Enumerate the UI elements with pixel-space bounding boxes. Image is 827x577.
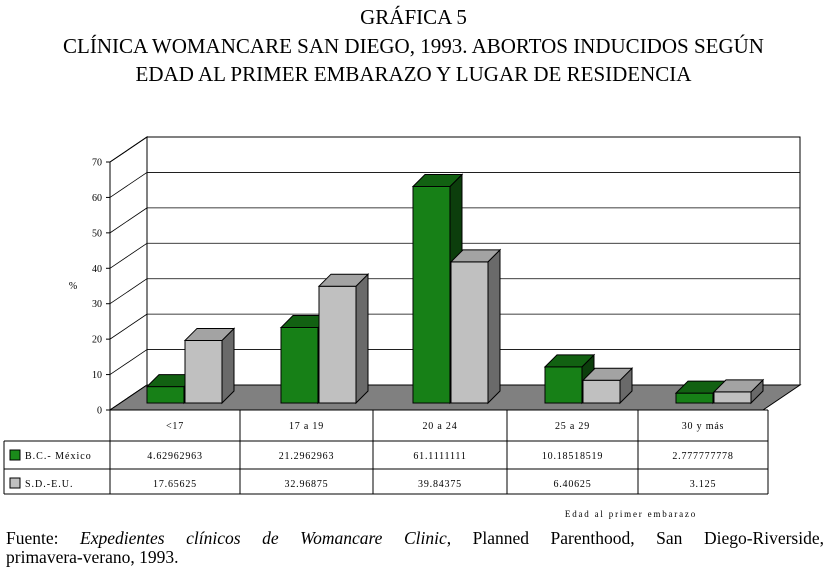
- chart-number-title: GRÁFICA 5: [360, 5, 467, 29]
- bar-sd-eu-front: [184, 339, 223, 404]
- bar-sd-eu-front: [450, 261, 489, 404]
- y-tick-label: 70: [92, 158, 102, 169]
- source-prefix: Fuente:: [6, 528, 81, 548]
- data-label: 6.40625: [553, 479, 591, 490]
- gridline-side: [109, 313, 148, 340]
- y-tick-label: 60: [92, 193, 102, 204]
- bar-sd-eu-side: [487, 248, 501, 405]
- bar-sd-eu: [712, 378, 765, 405]
- side-wall: [109, 136, 148, 411]
- source-note: Fuente: Expedientes clínicos de Womancar…: [6, 529, 824, 567]
- data-label: 32.96875: [285, 479, 329, 490]
- bar-sd-eu: [449, 248, 502, 405]
- bar-sd-eu: [183, 327, 236, 405]
- bar-bc-mexico-front: [280, 327, 319, 404]
- gridline-side: [109, 278, 148, 305]
- data-label: 4.62962963: [147, 451, 203, 462]
- y-tick-label: 50: [92, 228, 102, 239]
- source-rest: , Planned Parenthood, San Diego-Riversid…: [446, 528, 824, 548]
- bar-sd-eu-top: [712, 379, 765, 393]
- bar-sd-eu: [317, 272, 370, 405]
- data-label: 2.777777778: [672, 451, 733, 462]
- legend-label: S.D.-E.U.: [25, 479, 73, 490]
- source-title: Expedientes clínicos de Womancare Clinic: [80, 528, 447, 548]
- bar-sd-eu-top: [581, 367, 634, 381]
- y-tick-label: 40: [92, 264, 102, 275]
- legend-swatch: [9, 449, 21, 461]
- y-tick-label: 10: [92, 370, 102, 381]
- y-axis-label: %: [69, 281, 77, 292]
- bar-sd-eu-front: [713, 391, 752, 404]
- bar-bc-mexico-front: [146, 386, 185, 404]
- data-label: 21.2962963: [279, 451, 335, 462]
- chart-title-line-1: CLÍNICA WOMANCARE SAN DIEGO, 1993. ABORT…: [63, 34, 764, 58]
- bar-sd-eu-top: [449, 249, 502, 263]
- data-label: 3.125: [690, 479, 717, 490]
- bar-bc-mexico-top: [543, 354, 596, 368]
- data-label: 61.1111111: [413, 451, 466, 462]
- data-label: 39.84375: [418, 479, 462, 490]
- legend-label: B.C.- México: [25, 451, 92, 462]
- y-tick-label: 0: [97, 406, 102, 417]
- bar-bc-mexico-top: [411, 173, 464, 187]
- bar-bc-mexico-front: [675, 392, 714, 404]
- x-tick-label: <17: [166, 421, 184, 432]
- bar-bc-mexico: [674, 379, 727, 405]
- data-label: 10.18518519: [542, 451, 603, 462]
- y-tick-label: 20: [92, 335, 102, 346]
- x-tick-label: 25 a 29: [555, 421, 590, 432]
- bar-sd-eu-front: [582, 379, 621, 404]
- bar-sd-eu-side: [221, 327, 235, 405]
- source-line-2: primavera-verano, 1993.: [6, 547, 179, 567]
- bar-sd-eu-side: [355, 272, 369, 405]
- legend-swatch: [9, 477, 21, 489]
- gridline-side: [109, 207, 148, 234]
- y-tick-label: 30: [92, 299, 102, 310]
- chart-title-line-2: EDAD AL PRIMER EMBARAZO Y LUGAR DE RESID…: [135, 62, 692, 86]
- gridline-side: [109, 172, 148, 198]
- x-tick-label: 30 y más: [682, 421, 725, 432]
- gridline-side: [109, 349, 148, 375]
- x-tick-label: 20 a 24: [422, 421, 457, 432]
- bar-sd-eu: [581, 367, 634, 405]
- bar-sd-eu-front: [318, 285, 357, 404]
- bar-sd-eu-top: [317, 273, 370, 287]
- gridline-side: [109, 242, 148, 269]
- bar-bc-mexico-front: [412, 185, 451, 404]
- gridline-side: [109, 136, 148, 163]
- x-axis-label: Edad al primer embarazo: [565, 509, 697, 519]
- x-tick-label: 17 a 19: [289, 421, 324, 432]
- data-label: 17.65625: [153, 479, 197, 490]
- bar-bc-mexico-front: [544, 366, 583, 404]
- bar-sd-eu-top: [183, 327, 236, 341]
